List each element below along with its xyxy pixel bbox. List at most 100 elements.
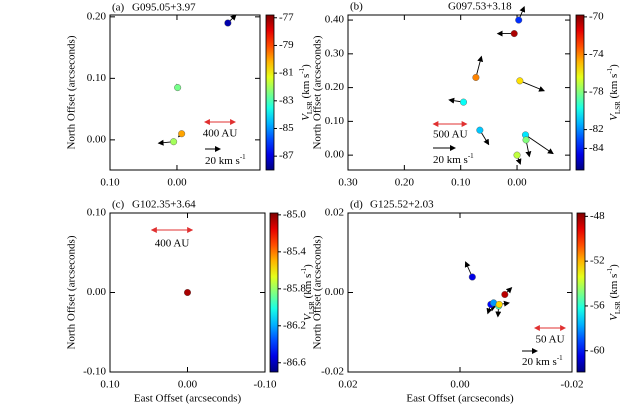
y-axis-label: North Offset (arcseconds) [66, 235, 78, 349]
panel-title: G097.53+3.18 [448, 1, 512, 13]
x-tick-label: -0.10 [254, 379, 277, 391]
maser-spot [224, 19, 232, 27]
colorbar-label: VLSR (km s-1) [606, 64, 622, 121]
y-axis-label: North Offset (arcseconds) [312, 35, 324, 149]
panel-title: G095.05+3.97 [132, 2, 196, 14]
y-tick-label: 0.30 [325, 47, 345, 59]
colorbar-label-part: ) [608, 264, 620, 268]
panel-title: G125.52+2.03 [370, 199, 434, 211]
velocity-scale-label-part: -1 [468, 152, 474, 160]
maser-spot [515, 16, 523, 24]
x-tick-label: 0.00 [167, 177, 187, 189]
colorbar-label-part: ) [300, 64, 312, 68]
velocity-scale-label: 20 km s-1 [205, 153, 246, 167]
velocity-scale-label-part: -1 [557, 354, 563, 362]
panel-title: G102.35+3.64 [132, 199, 196, 211]
colorbar-label-part: ) [302, 264, 314, 268]
colorbar-tick-label: -74 [589, 48, 604, 60]
maser-spot [476, 126, 484, 134]
colorbar-label: VLSR (km s-1) [298, 64, 314, 121]
x-axis-label: East Offset (arcseconds) [134, 393, 242, 405]
maser-spot [174, 84, 182, 92]
maser-spot [495, 300, 503, 308]
colorbar-label-part: (km s [608, 274, 620, 302]
colorbar-label-part: LSR [308, 301, 316, 314]
scale-bar-label: 50 AU [535, 334, 564, 346]
maser-spot [516, 77, 524, 85]
maser-spot [183, 289, 191, 297]
x-tick-label: 0.02 [338, 379, 357, 391]
maser-spot [170, 138, 178, 146]
x-tick-label: 0.10 [100, 379, 120, 391]
colorbar-tick-label: -85.4 [283, 245, 306, 257]
y-tick-label: 0.02 [325, 207, 344, 219]
colorbar-label-part: LSR [614, 101, 622, 114]
scale-bar-label: 400 AU [203, 128, 238, 140]
colorbar [576, 212, 586, 373]
colorbar-label-part: (km s [300, 74, 312, 102]
colorbar-label-part: V [300, 113, 312, 121]
maser-spot [468, 273, 476, 281]
maser-spot [522, 136, 530, 144]
colorbar-label-part: (km s [302, 274, 314, 302]
y-tick-label: 0.20 [87, 10, 107, 22]
y-tick-label: 0.00 [87, 286, 107, 298]
y-tick-label: 0.40 [325, 14, 345, 26]
plot-frame [347, 212, 573, 373]
proper-motion-vector [519, 80, 545, 92]
colorbar-label-part: -1 [298, 67, 306, 73]
proper-motion-vector [475, 55, 484, 78]
colorbar-tick-label: -77 [279, 11, 294, 23]
proper-motion-vector [525, 134, 554, 155]
colorbar-label: VLSR (km s-1) [300, 264, 316, 321]
colorbar-label-part: (km s [608, 74, 620, 102]
panel-label: (c) [112, 199, 125, 211]
plot-frame [109, 14, 261, 171]
maser-spot [460, 98, 468, 106]
velocity-scale-label: 20 km s-1 [522, 354, 563, 368]
colorbar-label-part: -1 [606, 67, 614, 73]
x-tick-label: 0.30 [338, 177, 358, 189]
colorbar-tick-label: -81 [279, 67, 294, 79]
y-tick-label: 0.00 [325, 149, 345, 161]
maser-spot [501, 290, 509, 298]
colorbar-tick-label: -60 [590, 344, 605, 356]
colorbar-label: VLSR (km s-1) [606, 264, 622, 321]
panel-label: (b) [350, 1, 363, 13]
velocity-scale-label-part: 20 km s [433, 154, 468, 166]
colorbar-tick-label: -82 [589, 123, 604, 135]
y-tick-label: 0.20 [325, 81, 345, 93]
y-tick-label: -0.10 [83, 366, 106, 378]
maser-spot [510, 30, 518, 38]
scale-bar-label: 500 AU [433, 129, 468, 141]
y-tick-label: -0.02 [321, 366, 344, 378]
panel-label: (a) [112, 2, 125, 14]
maser-spot [513, 151, 521, 159]
x-axis-label: East Offset (arcseconds) [406, 393, 514, 405]
colorbar-tick-label: -87 [279, 150, 294, 162]
y-tick-label: 0.00 [87, 133, 107, 145]
x-tick-label: 0.20 [395, 177, 415, 189]
colorbar-tick-label: -86.2 [283, 319, 306, 331]
velocity-scale-label: 20 km s-1 [433, 152, 474, 166]
colorbar-label-part: V [608, 313, 620, 321]
y-tick-label: 0.10 [87, 207, 107, 219]
scale-bar-label: 400 AU [155, 238, 190, 250]
colorbar-tick-label: -84 [589, 142, 604, 154]
velocity-scale-label-part: 20 km s [205, 155, 240, 167]
y-axis-label: North Offset (arcseconds) [312, 235, 324, 349]
colorbar-tick-label: -85.8 [283, 282, 306, 294]
x-tick-label: 0.00 [507, 177, 527, 189]
colorbar-tick-label: -70 [589, 10, 604, 22]
colorbar-label-part: -1 [300, 267, 308, 273]
plot-frame [347, 14, 571, 171]
colorbar-tick-label: -56 [590, 299, 605, 311]
colorbar-label-part: -1 [606, 267, 614, 273]
colorbar-label-part: V [608, 113, 620, 121]
maser-spot [178, 130, 186, 138]
colorbar-label-part: V [302, 313, 314, 321]
maser-spot [472, 73, 480, 81]
velocity-scale-label-part: -1 [240, 153, 246, 161]
